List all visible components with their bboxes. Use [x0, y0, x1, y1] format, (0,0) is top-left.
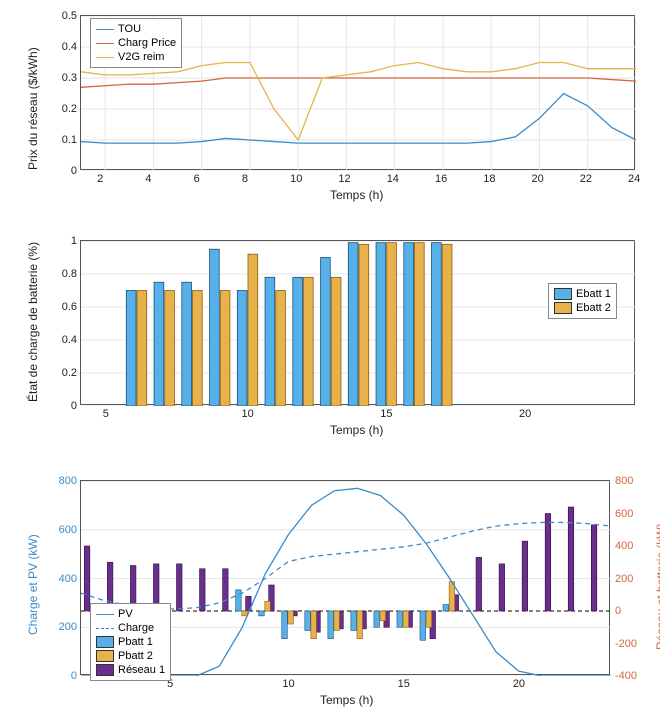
- panel2-xlabel: Temps (h): [330, 423, 383, 437]
- panel-soc-chart: 00.20.40.60.815101520: [80, 240, 635, 405]
- panel2-legend: Ebatt 1 Ebatt 2: [548, 283, 617, 319]
- legend-item-tou: TOU: [96, 22, 176, 36]
- panel1-ylabel: Prix du réseau ($/kWh): [26, 47, 40, 170]
- panel3-legend: PV Charge Pbatt 1 Pbatt 2 Réseau 1: [90, 603, 171, 681]
- panel3-ylabel-right: Réseau et batterie (kW): [654, 523, 660, 650]
- panel3-ylabel-left: Charge et PV (kW): [26, 534, 40, 635]
- legend-item-pbatt1: Pbatt 1: [96, 635, 165, 649]
- legend-item-charg: Charg Price: [96, 36, 176, 50]
- panel1-legend: TOU Charg Price V2G reim: [90, 18, 182, 68]
- soc-chart-svg: [81, 241, 636, 406]
- legend-item-charge: Charge: [96, 621, 165, 635]
- legend-item-pbatt2: Pbatt 2: [96, 649, 165, 663]
- legend-item-ebatt2: Ebatt 2: [554, 301, 611, 315]
- panel1-xlabel: Temps (h): [330, 188, 383, 202]
- panel2-ylabel: État de charge de batterie (%): [26, 242, 40, 402]
- legend-item-v2g: V2G reim: [96, 50, 176, 64]
- legend-item-reseau: Réseau 1: [96, 663, 165, 677]
- legend-item-ebatt1: Ebatt 1: [554, 287, 611, 301]
- panel3-xlabel: Temps (h): [320, 693, 373, 707]
- legend-item-pv: PV: [96, 607, 165, 621]
